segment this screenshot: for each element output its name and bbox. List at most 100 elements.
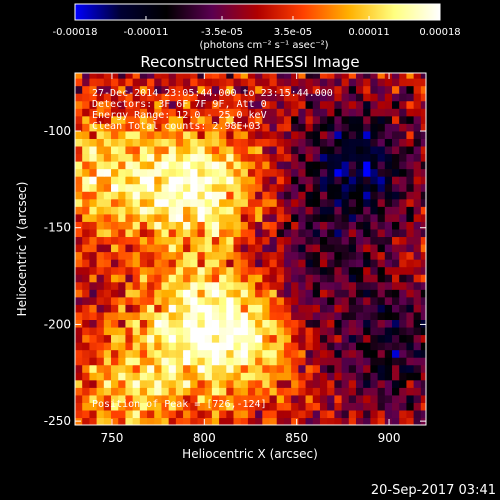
heatmap-cell <box>319 326 328 336</box>
heatmap-cell <box>111 251 119 260</box>
heatmap-cell <box>96 176 105 185</box>
heatmap-cell <box>89 236 98 245</box>
heatmap-cell <box>132 296 141 305</box>
heatmap-cell <box>89 304 98 313</box>
heatmap-cell <box>399 236 408 245</box>
heatmap-cell <box>75 379 83 388</box>
heatmap-cell <box>190 357 199 366</box>
heatmap-cell <box>75 115 83 124</box>
heatmap-cell <box>175 138 184 147</box>
heatmap-cell <box>139 161 148 170</box>
heatmap-cell <box>305 108 314 117</box>
heatmap-cell <box>190 183 199 192</box>
heatmap-cell <box>291 259 299 268</box>
colorbar <box>74 3 441 21</box>
heatmap-cell <box>327 168 335 177</box>
heatmap-cell <box>341 243 350 253</box>
heatmap-cell <box>240 183 249 192</box>
heatmap-cell <box>370 409 379 419</box>
heatmap-cell <box>118 259 127 268</box>
heatmap-cell <box>420 387 426 396</box>
heatmap-cell <box>327 123 335 132</box>
heatmap-cell <box>413 379 422 388</box>
heatmap-cell <box>298 93 307 102</box>
heatmap-cell <box>392 296 400 305</box>
heatmap-cell <box>211 319 220 328</box>
heatmap-cell <box>420 100 426 109</box>
heatmap-cell <box>111 304 119 313</box>
heatmap-cell <box>377 161 386 170</box>
heatmap-cell <box>341 281 350 290</box>
heatmap-cell <box>312 364 321 373</box>
heatmap-cell <box>327 409 335 419</box>
heatmap-cell <box>132 213 141 222</box>
heatmap-cell <box>118 289 127 298</box>
heatmap-cell <box>96 168 105 177</box>
heatmap-cell <box>384 296 393 305</box>
heatmap-cell <box>355 176 364 185</box>
heatmap-cell <box>233 115 242 124</box>
heatmap-cell <box>341 357 350 366</box>
heatmap-cell <box>82 349 90 358</box>
heatmap-cell <box>204 161 213 170</box>
heatmap-cell <box>334 357 343 366</box>
heatmap-cell <box>363 372 371 381</box>
heatmap-cell <box>75 206 83 215</box>
heatmap-cell <box>147 394 155 403</box>
heatmap-cell <box>377 372 386 381</box>
heatmap-cell <box>377 228 386 238</box>
heatmap-cell <box>283 289 292 298</box>
heatmap-cell <box>377 296 386 305</box>
heatmap-image <box>75 73 426 425</box>
heatmap-cell <box>154 274 163 283</box>
heatmap-cell <box>377 243 386 253</box>
heatmap-cell <box>283 168 292 177</box>
heatmap-cell <box>269 123 278 132</box>
heatmap-cell <box>413 145 422 155</box>
heatmap-cell <box>132 357 141 366</box>
heatmap-cell <box>283 236 292 245</box>
heatmap-cell <box>255 221 263 230</box>
heatmap-cell <box>132 364 141 373</box>
heatmap-cell <box>175 326 184 336</box>
heatmap-cell <box>247 319 256 328</box>
heatmap-cell <box>111 123 119 132</box>
heatmap-cell <box>413 243 422 253</box>
heatmap-cell <box>118 115 127 124</box>
heatmap-cell <box>219 364 227 373</box>
heatmap-cell <box>355 364 364 373</box>
heatmap-cell <box>312 379 321 388</box>
heatmap-cell <box>226 228 235 238</box>
heatmap-cell <box>420 409 426 419</box>
heatmap-cell <box>262 394 271 403</box>
heatmap-cell <box>139 93 148 102</box>
heatmap-cell <box>370 259 379 268</box>
heatmap-cell <box>355 78 364 87</box>
heatmap-cell <box>118 281 127 290</box>
heatmap-cell <box>420 183 426 192</box>
heatmap-cell <box>204 221 213 230</box>
heatmap-cell <box>269 130 278 139</box>
heatmap-cell <box>183 334 191 343</box>
heatmap-cell <box>82 417 90 425</box>
heatmap-cell <box>269 281 278 290</box>
heatmap-cell <box>420 138 426 147</box>
heatmap-cell <box>139 78 148 87</box>
heatmap-cell <box>132 206 141 215</box>
heatmap-cell <box>75 73 83 79</box>
heatmap-cell <box>183 311 191 320</box>
heatmap-cell <box>75 100 83 109</box>
heatmap-cell <box>125 145 134 155</box>
heatmap-cell <box>384 326 393 336</box>
heatmap-cell <box>305 387 314 396</box>
heatmap-cell <box>377 221 386 230</box>
heatmap-cell <box>168 221 177 230</box>
heatmap-cell <box>219 402 227 411</box>
heatmap-cell <box>168 243 177 253</box>
heatmap-cell <box>341 145 350 155</box>
heatmap-cell <box>125 357 134 366</box>
heatmap-cell <box>291 281 299 290</box>
heatmap-cell <box>247 145 256 155</box>
heatmap-cell <box>219 251 227 260</box>
heatmap-cell <box>175 372 184 381</box>
